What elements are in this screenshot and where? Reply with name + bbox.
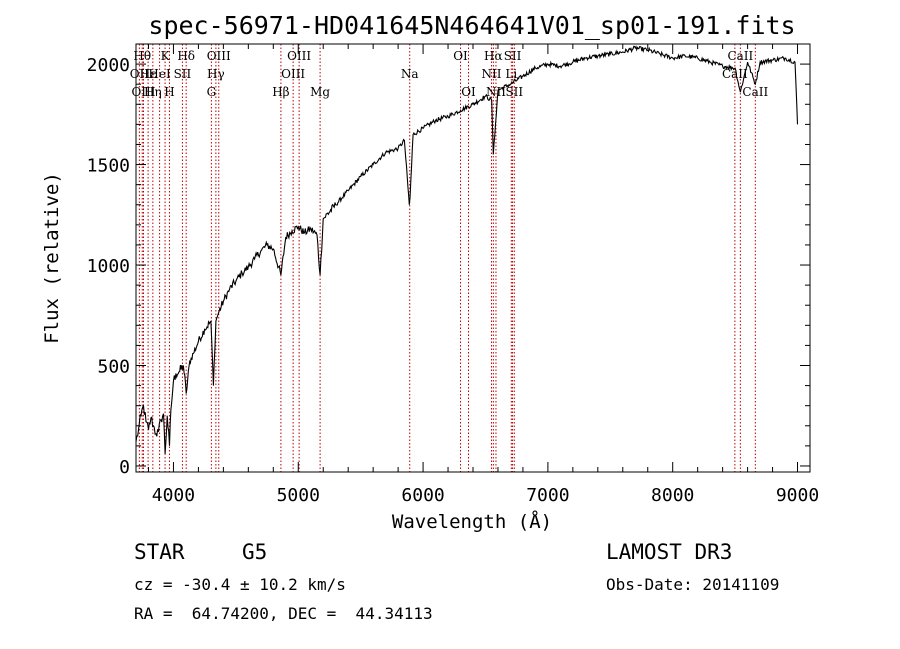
- x-tick-label: 5000: [277, 485, 320, 506]
- y-tick-label: 0: [119, 457, 130, 478]
- redshift-text: cz = -30.4 ± 10.2 km/s: [134, 575, 346, 594]
- coordinates-text: RA = 64.74200, DEC = 44.34113: [134, 604, 433, 623]
- y-tick-label: 1000: [87, 256, 130, 277]
- x-tick-label: 6000: [401, 485, 444, 506]
- spectral-line-label: Hγ: [207, 67, 225, 81]
- x-tick-label: 7000: [526, 485, 569, 506]
- observation-date: Obs-Date: 20141109: [606, 575, 780, 594]
- x-tick-label: 9000: [776, 485, 819, 506]
- x-axis-label: Wavelength (Å): [392, 510, 552, 533]
- x-tick-label: 8000: [651, 485, 694, 506]
- object-class: STAR: [134, 540, 185, 564]
- spectral-line-label: Hβ: [272, 85, 289, 99]
- spectral-line-label: Hθ: [133, 49, 151, 63]
- spectral-lines-layer: [138, 44, 756, 472]
- axes-layer: 4000 5000 6000 7000 8000 9000 0 500 1000 1500 2000: [87, 43, 819, 506]
- spectral-line-label: OIII: [287, 49, 311, 63]
- spectrum-series-line: [135, 45, 799, 454]
- spectral-line-label: NII: [481, 67, 501, 81]
- spectral-line-label: OIII: [131, 85, 155, 99]
- spectral-line-label: OIII: [281, 67, 305, 81]
- series-layer: [135, 45, 799, 454]
- spectral-line-label: CaII: [742, 85, 768, 99]
- spectral-line-label: G: [207, 85, 217, 99]
- spectral-line-label: Li: [505, 67, 517, 81]
- spectral-line-label: Mg: [310, 85, 330, 99]
- y-tick-label: 2000: [87, 55, 130, 76]
- spectral-line-label: SII: [174, 67, 192, 81]
- spectral-line-label: OIII: [207, 49, 231, 63]
- spectral-line-label: Hε: [140, 67, 157, 81]
- spectral-line-label: Hη: [144, 85, 162, 99]
- spectral-subclass: G5: [242, 540, 268, 564]
- spectral-line-label: Hδ: [177, 49, 195, 63]
- spectral-line-label: OI: [461, 85, 476, 99]
- y-tick-label: 500: [97, 357, 130, 378]
- spectral-line-label: CaII: [722, 67, 748, 81]
- survey-name: LAMOST DR3: [606, 540, 733, 564]
- spectral-line-label: OII: [130, 67, 150, 81]
- spectral-line-label: OI: [453, 49, 468, 63]
- spectral-line-label: NII: [486, 85, 506, 99]
- spectral-line-label: K: [161, 49, 171, 63]
- chart-title: spec-56971-HD041645N464641V01_sp01-191.f…: [148, 11, 795, 40]
- spectral-line-label: SII: [504, 49, 522, 63]
- y-axis-label: Flux (relative): [41, 172, 63, 344]
- spectral-line-label: Hα: [484, 49, 503, 63]
- spectral-line-labels-layer: OIIHθOIIIHεHηHeIKHSIIHδGHγOIIIHβOIIIOIII…: [130, 49, 769, 99]
- spectral-line-label: CaII: [727, 49, 753, 63]
- spectral-line-label: SII: [505, 85, 523, 99]
- y-tick-label: 1500: [87, 156, 130, 177]
- spectral-line-label: H: [164, 85, 174, 99]
- spectral-line-label: HeI: [148, 67, 171, 81]
- x-tick-label: 4000: [152, 485, 195, 506]
- plot-frame: [135, 43, 811, 473]
- spectral-line-label: Na: [401, 67, 419, 81]
